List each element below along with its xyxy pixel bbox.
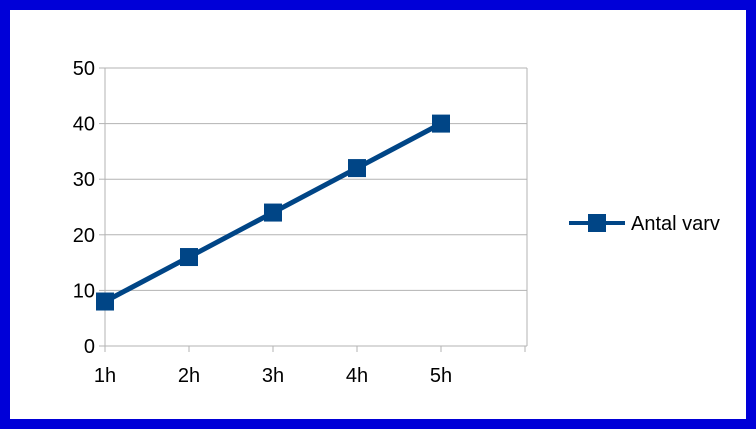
data-point-marker	[264, 203, 282, 222]
y-tick-label: 50	[73, 58, 95, 80]
y-tick-label: 0	[84, 336, 95, 358]
x-tick-label: 3h	[262, 365, 284, 387]
x-tick-label: 1h	[94, 365, 116, 387]
y-tick-label: 20	[73, 225, 95, 247]
y-tick-labels: 0 10 20 30 40 50	[73, 58, 95, 358]
y-tick-label: 40	[73, 114, 95, 136]
data-point-marker	[180, 248, 198, 267]
chart-area	[10, 10, 746, 419]
y-tick-label: 30	[73, 169, 95, 191]
x-tick-labels: 1h 2h 3h 4h 5h	[94, 365, 452, 387]
legend-square-marker-icon	[588, 214, 606, 232]
legend: Antal varv	[569, 213, 720, 235]
x-tick-label: 4h	[346, 365, 368, 387]
legend-label: Antal varv	[631, 213, 720, 235]
data-point-marker	[348, 159, 366, 178]
data-point-marker	[96, 292, 114, 311]
plot-series	[96, 114, 450, 311]
x-tick-label: 2h	[178, 365, 200, 387]
x-tick-label: 5h	[430, 365, 452, 387]
y-tick-label: 10	[73, 280, 95, 302]
data-point-marker	[432, 114, 450, 133]
